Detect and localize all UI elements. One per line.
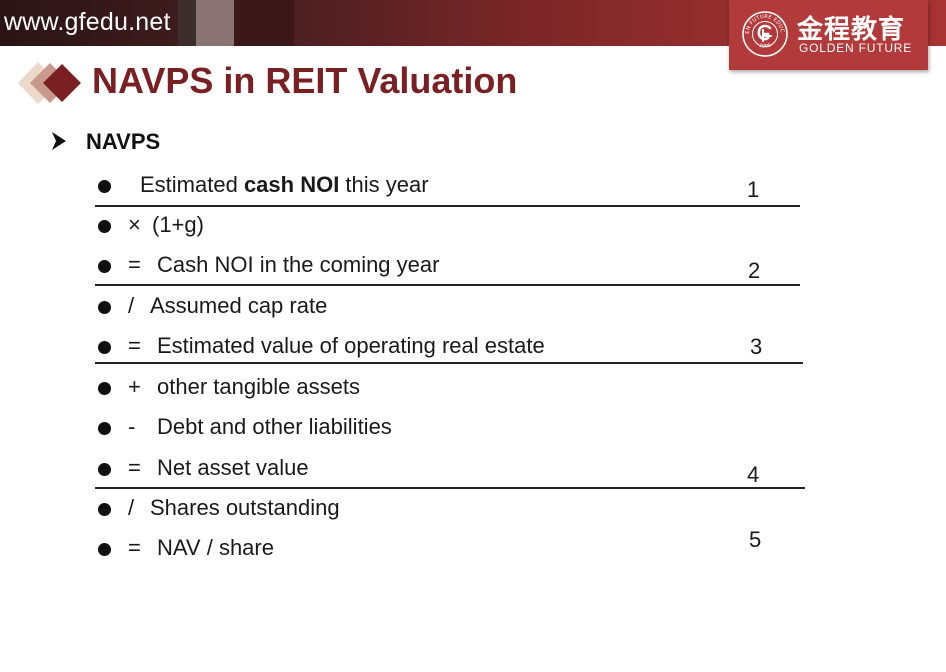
list-item-text: Net asset value bbox=[157, 455, 309, 480]
header-block bbox=[178, 0, 196, 46]
divider bbox=[95, 362, 803, 364]
logo-seal-icon: GOLDEN FUTURE EDUCATION 1996 bbox=[741, 10, 788, 57]
header-block bbox=[234, 0, 294, 46]
bullet-icon bbox=[98, 503, 111, 516]
list-item-text: NAV / share bbox=[157, 535, 274, 560]
header-block bbox=[196, 0, 234, 46]
step-number: 2 bbox=[748, 258, 761, 283]
logo-chinese-name: 金程教育 bbox=[797, 15, 906, 45]
divider bbox=[95, 487, 805, 489]
step-number: 1 bbox=[747, 177, 760, 202]
emphasis-text: cash NOI bbox=[243, 172, 340, 197]
list-item-operator: = bbox=[128, 333, 141, 358]
logo-english-name: GOLDEN FUTURE bbox=[799, 41, 913, 55]
divider bbox=[95, 284, 800, 286]
bullet-icon bbox=[98, 180, 111, 193]
bullet-icon bbox=[98, 422, 111, 435]
list-item-text: (1+g) bbox=[152, 212, 204, 237]
bullet-icon bbox=[98, 260, 111, 273]
list-item-operator: = bbox=[128, 535, 141, 560]
step-number: 5 bbox=[749, 527, 762, 552]
list-item-operator: + bbox=[128, 374, 141, 399]
list-item-operator: / bbox=[128, 293, 135, 318]
arrowhead-bullet-icon bbox=[52, 132, 66, 150]
list-item-text: Estimated cash NOI this year bbox=[140, 172, 429, 197]
bullet-icon bbox=[98, 463, 111, 476]
bullet-icon bbox=[98, 382, 111, 395]
list-item-text: Shares outstanding bbox=[150, 495, 340, 520]
bullet-icon bbox=[98, 301, 111, 314]
logo-seal-year: 1996 bbox=[758, 43, 772, 50]
section-label: NAVPS bbox=[86, 129, 161, 154]
list-item-text: Estimated value of operating real estate bbox=[157, 333, 545, 358]
step-number: 3 bbox=[750, 334, 763, 359]
list-item-operator: = bbox=[128, 455, 141, 480]
list-item-text: other tangible assets bbox=[157, 374, 361, 399]
list-item-operator: / bbox=[128, 495, 135, 520]
list-item-operator: = bbox=[128, 252, 141, 277]
divider bbox=[95, 205, 800, 207]
bullet-icon bbox=[98, 341, 111, 354]
list-item-text: Debt and other liabilities bbox=[157, 414, 392, 439]
title-diamonds-icon bbox=[18, 62, 81, 104]
list-item-text: Cash NOI in the coming year bbox=[157, 252, 440, 277]
list-item-operator: - bbox=[128, 414, 136, 439]
golden-future-logo: GOLDEN FUTURE EDUCATION 1996 金程教育 GOLDEN… bbox=[729, 0, 928, 70]
site-url[interactable]: www.gfedu.net bbox=[4, 8, 171, 36]
list-item-text: Assumed cap rate bbox=[150, 293, 328, 318]
list-item-operator: × bbox=[128, 212, 141, 237]
step-number: 4 bbox=[747, 462, 760, 487]
svg-text:1996: 1996 bbox=[758, 43, 772, 50]
page-title: NAVPS in REIT Valuation bbox=[92, 60, 518, 101]
bullet-icon bbox=[98, 543, 111, 556]
bullet-icon bbox=[98, 220, 111, 233]
